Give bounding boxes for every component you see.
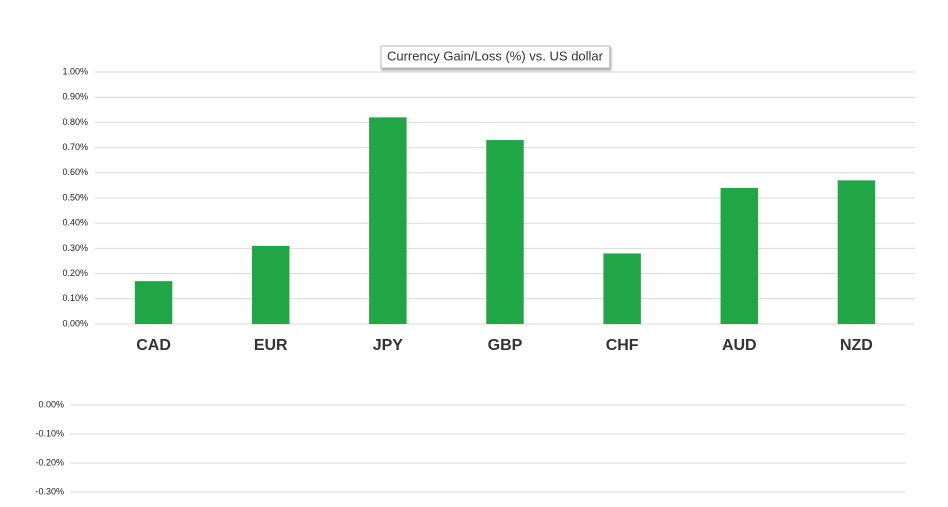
- x-tick-label: EUR: [254, 337, 288, 354]
- y-tick-label: 0.60%: [62, 167, 88, 177]
- bar: [486, 140, 524, 324]
- y-tick-label: 0.40%: [62, 218, 88, 228]
- bar: [134, 281, 173, 324]
- y-tick-label: -0.20%: [35, 457, 64, 467]
- chart-title: Currency Gain/Loss (%) vs. US dollar: [387, 48, 604, 63]
- bar: [603, 253, 641, 324]
- y-tick-label: 0.10%: [62, 293, 88, 303]
- bar: [369, 117, 407, 324]
- y-tick-label: 0.20%: [62, 268, 88, 278]
- x-tick-label: CAD: [136, 337, 171, 354]
- y-tick-label: 0.30%: [62, 243, 88, 253]
- y-tick-label: -0.30%: [35, 486, 64, 496]
- y-tick-label: 0.00%: [62, 318, 88, 328]
- y-tick-label: 0.90%: [62, 92, 88, 102]
- title-box: [380, 45, 611, 69]
- y-tick-label: 0.80%: [62, 117, 88, 127]
- x-tick-label: NZD: [840, 337, 873, 354]
- x-tick-label: GBP: [488, 337, 523, 354]
- x-tick-label: AUD: [722, 337, 757, 354]
- y-tick-label: 1.00%: [62, 66, 88, 76]
- y-tick-label: 0.70%: [62, 142, 88, 152]
- bar: [837, 180, 876, 324]
- x-tick-label: CHF: [606, 337, 639, 354]
- x-tick-label: JPY: [373, 337, 404, 354]
- bar: [251, 245, 290, 324]
- y-tick-label: 0.50%: [62, 192, 88, 202]
- bar: [720, 187, 759, 324]
- y-tick-label: 0.00%: [38, 399, 64, 409]
- y-tick-label: -0.10%: [35, 428, 64, 438]
